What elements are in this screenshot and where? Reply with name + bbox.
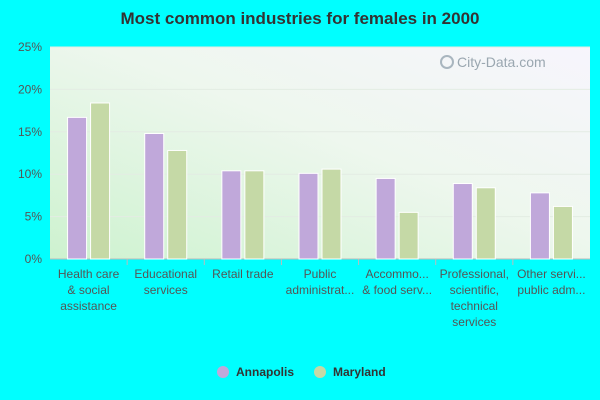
- watermark-logo-icon: [440, 55, 454, 69]
- x-tick-label-line: assistance: [60, 299, 117, 313]
- plot-area: [50, 47, 590, 259]
- x-tick-label-line: public adm...: [517, 283, 585, 297]
- x-tick-label: Other servi... public adm...: [517, 267, 586, 297]
- legend-swatch-annapolis: [217, 366, 229, 378]
- x-axis-labels: Health care & social assistance Educational…: [58, 259, 586, 329]
- grid-lines: [50, 46, 590, 218]
- chart-title: Most common industries for females in 20…: [121, 9, 480, 28]
- x-tick-label-line: technical: [451, 299, 498, 313]
- bar-maryland[interactable]: [321, 168, 342, 260]
- y-tick-label: 25%: [18, 40, 42, 54]
- bar-annapolis[interactable]: [221, 170, 242, 260]
- x-tick-label-line: services: [144, 283, 188, 297]
- y-tick-label: 5%: [25, 210, 43, 224]
- y-tick-label: 0%: [25, 252, 43, 266]
- y-tick-label: 20%: [18, 82, 42, 96]
- bar-annapolis[interactable]: [67, 116, 88, 260]
- bar-maryland[interactable]: [398, 211, 419, 260]
- x-tick-label-line: Educational: [134, 267, 197, 281]
- bar-annapolis[interactable]: [144, 132, 165, 260]
- y-axis: 0% 5% 10% 15% 20% 25%: [18, 40, 590, 266]
- x-tick-label: Health care & social assistance: [58, 267, 120, 313]
- bar-maryland[interactable]: [552, 205, 573, 260]
- x-tick-label: Educational services: [134, 267, 197, 297]
- x-tick-label: Professional, scientific, technical service…: [440, 267, 509, 329]
- bars: [67, 102, 573, 260]
- legend-swatch-maryland: [314, 366, 326, 378]
- bar-maryland[interactable]: [167, 149, 188, 260]
- x-tick-label-line: administrat...: [286, 283, 355, 297]
- watermark: City-Data.com: [440, 54, 546, 70]
- bar-annapolis[interactable]: [375, 177, 396, 260]
- bar-maryland[interactable]: [475, 187, 496, 260]
- bar-annapolis[interactable]: [298, 172, 319, 260]
- x-tick-label-line: & social: [68, 283, 110, 297]
- legend: Annapolis Maryland: [217, 365, 386, 379]
- y-tick-label: 10%: [18, 167, 42, 181]
- x-tick-label-line: Professional,: [440, 267, 509, 281]
- bar-maryland[interactable]: [90, 102, 111, 260]
- legend-label-annapolis: Annapolis: [236, 365, 294, 379]
- legend-label-maryland: Maryland: [333, 365, 386, 379]
- x-tick-label-line: services: [452, 315, 496, 329]
- y-tick-label: 15%: [18, 125, 42, 139]
- x-tick-label-line: Accommo...: [365, 267, 428, 281]
- watermark-text: City-Data.com: [457, 54, 546, 70]
- x-tick-label-line: Retail trade: [212, 267, 274, 281]
- x-tick-label-line: scientific,: [450, 283, 499, 297]
- bar-annapolis[interactable]: [529, 192, 550, 260]
- bar-maryland[interactable]: [244, 170, 265, 260]
- x-tick-label-line: Public: [304, 267, 337, 281]
- bar-annapolis[interactable]: [452, 183, 473, 260]
- x-tick-label-line: Health care: [58, 267, 120, 281]
- x-tick-label: Public administrat...: [286, 267, 355, 297]
- x-tick-label: Retail trade: [212, 267, 274, 281]
- x-tick-label: Accommo... & food serv...: [362, 267, 432, 297]
- x-tick-label-line: Other servi...: [517, 267, 586, 281]
- x-tick-label-line: & food serv...: [362, 283, 432, 297]
